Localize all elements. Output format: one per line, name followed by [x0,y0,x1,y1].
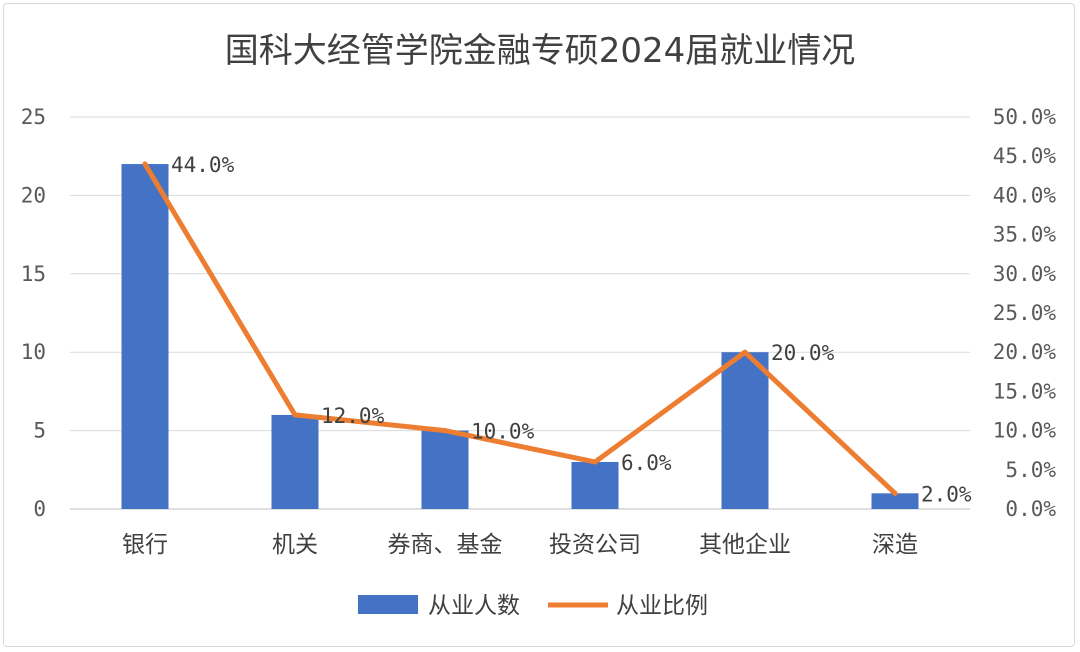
right-tick-label: 5.0% [1005,458,1056,482]
right-tick-label: 35.0% [993,223,1057,247]
legend: 从业人数 从业比例 [358,593,708,619]
bar [271,414,319,509]
right-tick-label: 0.0% [1005,497,1056,521]
left-tick-label: 25 [21,105,46,129]
bar [421,430,469,509]
right-tick-label: 40.0% [993,183,1057,207]
line-point [892,490,898,496]
left-tick-label: 0 [33,497,46,521]
right-tick-label: 50.0% [993,105,1057,129]
right-tick-label: 20.0% [993,340,1057,364]
right-tick-label: 30.0% [993,262,1057,286]
right-tick-label: 10.0% [993,419,1057,443]
left-tick-label: 15 [21,262,46,286]
gridlines [70,116,970,510]
right-axis-ticks: 0.0% 5.0% 10.0% 15.0% 20.0% 25.0% 30.0% 35.0% 40… [993,105,1057,521]
left-tick-label: 20 [21,183,46,207]
bar-series [121,164,919,510]
right-tick-label: 45.0% [993,144,1057,168]
category-label: 机关 [272,532,318,558]
chart-title: 国科大经管学院金融专硕2024届就业情况 [225,31,856,71]
data-label: 12.0% [321,404,385,428]
data-labels: 44.0% 12.0% 10.0% 6.0% 20.0% 2.0% [171,153,972,506]
legend-label-bar: 从业人数 [428,593,520,619]
legend-swatch-bar [358,595,418,614]
bar [571,461,619,509]
data-label: 2.0% [921,482,972,506]
data-label: 20.0% [771,341,835,365]
line-point [442,428,448,434]
left-axis-ticks: 0 5 10 15 20 25 [21,105,46,521]
line-series [142,161,898,496]
right-tick-label: 25.0% [993,301,1057,325]
line-point [142,161,148,167]
bar [871,493,919,509]
chart-frame [3,3,1075,647]
left-tick-label: 10 [21,340,46,364]
category-label: 其他企业 [699,532,791,558]
data-label: 44.0% [171,153,235,177]
category-label: 券商、基金 [388,532,503,558]
bar [721,352,769,509]
category-labels: 银行 机关 券商、基金 投资公司 其他企业 深造 [122,532,918,558]
line-path [142,161,898,496]
data-label: 10.0% [471,420,535,444]
line-point [292,412,298,418]
left-tick-label: 5 [33,419,46,443]
bar [121,164,169,510]
right-tick-label: 15.0% [993,379,1057,403]
legend-label-line: 从业比例 [616,593,708,619]
category-label: 投资公司 [549,532,641,558]
data-label: 6.0% [621,451,672,475]
line-point [742,349,748,355]
line-point [592,459,598,465]
category-label: 深造 [872,532,918,558]
category-label: 银行 [122,532,168,558]
